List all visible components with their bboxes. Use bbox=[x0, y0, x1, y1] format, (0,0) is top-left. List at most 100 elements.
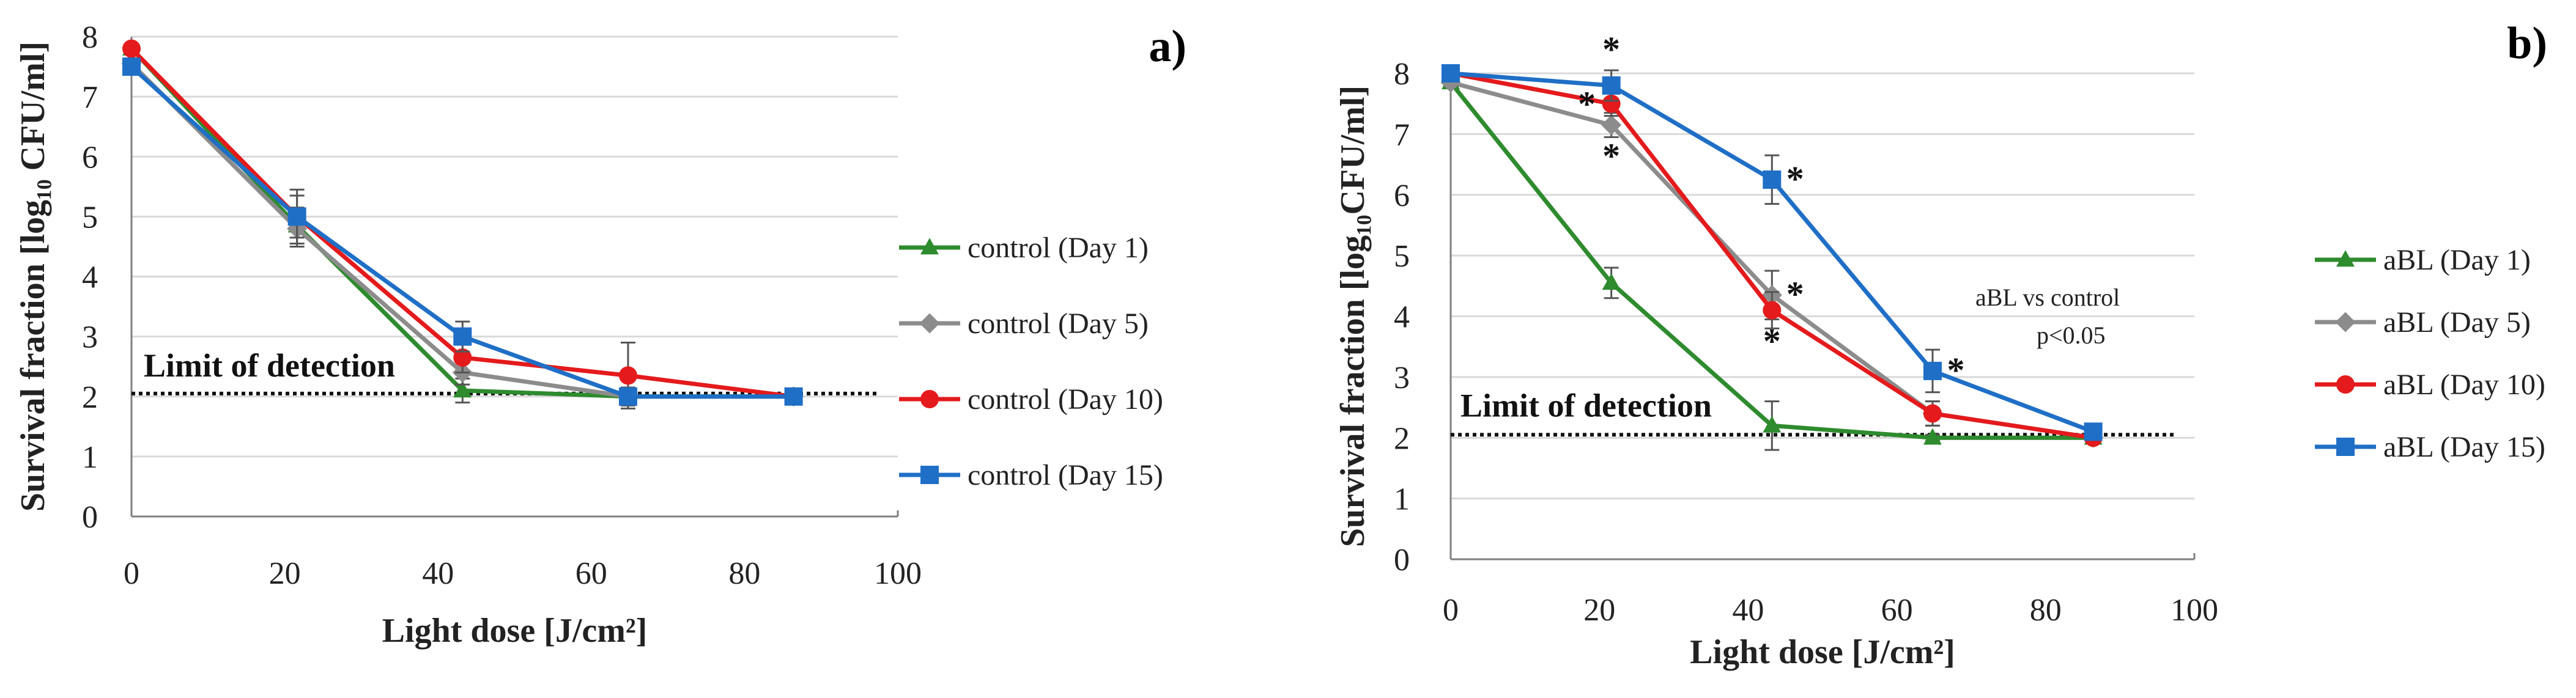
data-point bbox=[1602, 94, 1621, 113]
y-tick-label: 7 bbox=[82, 80, 98, 115]
panel-label-b: b) bbox=[2507, 18, 2547, 68]
y-tick-label: 3 bbox=[82, 320, 98, 355]
legend-label: aBL (Day 5) bbox=[2383, 306, 2531, 339]
axes-b bbox=[1449, 73, 2196, 560]
y-axis-title-a: Survival fraction [log₁₀ CFU/ml] bbox=[14, 42, 52, 512]
y-tick-label: 3 bbox=[1394, 361, 1410, 395]
gridlines-a bbox=[131, 35, 898, 458]
x-tick-label: 20 bbox=[1583, 593, 1615, 628]
data-point bbox=[1923, 404, 1942, 423]
legend-item: aBL (Day 15) bbox=[2315, 431, 2545, 463]
significance-star: * bbox=[1763, 321, 1781, 361]
data-point bbox=[453, 327, 472, 346]
legend-item: control (Day 1) bbox=[899, 232, 1149, 264]
significance-star: * bbox=[1602, 29, 1620, 69]
data-point bbox=[2084, 422, 2103, 441]
axes-a bbox=[130, 37, 899, 518]
data-point bbox=[618, 387, 637, 406]
x-tick-labels-b: 0 20 40 60 80 100 bbox=[1443, 593, 2218, 628]
series-line bbox=[1450, 80, 2094, 440]
detection-limit-label-a: Limit of detection bbox=[144, 347, 395, 384]
data-point bbox=[1763, 301, 1782, 320]
y-tick-label: 4 bbox=[1394, 300, 1410, 335]
data-point bbox=[1923, 361, 1942, 380]
legend-item: control (Day 15) bbox=[899, 459, 1163, 491]
significance-star: * bbox=[1602, 136, 1620, 175]
chart-panel-a: 0 1 2 3 4 5 6 7 8 0 20 40 60 80 100 Limit of detectio… bbox=[14, 20, 1186, 650]
series-line bbox=[1449, 81, 2093, 440]
legend-a: control (Day 1) control (Day 5) control (D… bbox=[899, 232, 1163, 491]
legend-marker bbox=[2336, 250, 2355, 267]
chart-panel-b: 0 1 2 3 4 5 6 7 8 0 20 40 60 80 100 Limit of detectio… bbox=[1334, 18, 2547, 671]
significance-star: * bbox=[1578, 84, 1596, 124]
legend-marker bbox=[2336, 438, 2355, 456]
data-point bbox=[1763, 416, 1782, 433]
legend-label: control (Day 15) bbox=[968, 459, 1163, 491]
x-tick-label: 100 bbox=[874, 556, 922, 591]
series-group-b bbox=[1440, 64, 2104, 451]
y-axis-title-b: Survival fraction [log₁₀CFU/ml] bbox=[1334, 86, 1372, 547]
series-group-a bbox=[121, 39, 804, 410]
legend-item: control (Day 10) bbox=[899, 383, 1163, 416]
legend-b: aBL (Day 1) aBL (Day 5) aBL (Day 10) aBL (D… bbox=[2315, 244, 2545, 463]
significance-star: * bbox=[1947, 350, 1964, 390]
data-point bbox=[453, 348, 472, 367]
y-tick-label: 5 bbox=[1394, 239, 1410, 274]
y-tick-labels-b: 0 1 2 3 4 5 6 7 8 bbox=[1394, 57, 1410, 578]
x-tick-label: 40 bbox=[1732, 593, 1764, 628]
x-tick-label: 100 bbox=[2171, 593, 2218, 628]
series-day15 bbox=[122, 57, 803, 406]
y-tick-label: 5 bbox=[82, 200, 98, 235]
y-tick-label: 2 bbox=[1394, 421, 1410, 456]
y-tick-label: 0 bbox=[1394, 543, 1410, 578]
data-point bbox=[122, 57, 141, 76]
legend-item: control (Day 5) bbox=[899, 307, 1149, 340]
y-tick-label: 1 bbox=[1394, 482, 1410, 517]
data-point bbox=[1602, 76, 1621, 95]
panel-label-a: a) bbox=[1149, 21, 1186, 72]
x-tick-label: 60 bbox=[1881, 593, 1913, 628]
y-tick-label: 2 bbox=[82, 380, 98, 415]
y-tick-label: 8 bbox=[82, 20, 98, 55]
data-point bbox=[453, 381, 472, 398]
y-tick-labels-a: 0 1 2 3 4 5 6 7 8 bbox=[82, 20, 98, 535]
significance-markers-b: ******* bbox=[1578, 29, 1964, 390]
legend-marker bbox=[2335, 312, 2356, 332]
x-tick-labels-a: 0 20 40 60 80 100 bbox=[124, 556, 922, 591]
significance-star: * bbox=[1786, 159, 1804, 199]
y-tick-label: 6 bbox=[1394, 178, 1410, 213]
legend-label: control (Day 10) bbox=[968, 383, 1163, 416]
legend-label: control (Day 5) bbox=[968, 307, 1149, 340]
legend-item: aBL (Day 10) bbox=[2315, 369, 2545, 401]
legend-label: aBL (Day 10) bbox=[2383, 369, 2545, 401]
legend-label: aBL (Day 1) bbox=[2383, 244, 2531, 276]
x-tick-label: 40 bbox=[422, 556, 454, 591]
data-point bbox=[1763, 170, 1782, 189]
detection-limit-label-b: Limit of detection bbox=[1460, 387, 1712, 424]
legend-label: aBL (Day 15) bbox=[2383, 431, 2545, 463]
significance-star: * bbox=[1786, 274, 1804, 314]
x-tick-label: 80 bbox=[728, 556, 760, 591]
x-tick-label: 20 bbox=[269, 556, 301, 591]
y-tick-label: 8 bbox=[1394, 57, 1410, 92]
x-axis-title-a: Light dose [J/cm²] bbox=[382, 612, 648, 650]
annotation-line-2-b: p<0.05 bbox=[2037, 321, 2106, 349]
x-tick-label: 80 bbox=[2030, 593, 2062, 628]
y-tick-label: 7 bbox=[1394, 117, 1410, 152]
legend-label: control (Day 1) bbox=[968, 232, 1149, 264]
annotation-line-1-b: aBL vs control bbox=[1975, 284, 2120, 311]
y-tick-label: 1 bbox=[82, 440, 98, 475]
data-point bbox=[122, 39, 141, 58]
data-point bbox=[1602, 273, 1621, 290]
legend-marker bbox=[920, 390, 939, 408]
data-point bbox=[784, 387, 803, 406]
legend-marker bbox=[919, 313, 940, 334]
x-axis-title-b: Light dose [J/cm²] bbox=[1690, 633, 1955, 671]
x-tick-label: 60 bbox=[576, 556, 607, 591]
legend-item: aBL (Day 5) bbox=[2315, 306, 2531, 339]
legend-item: aBL (Day 1) bbox=[2315, 244, 2531, 276]
y-tick-label: 4 bbox=[82, 260, 98, 295]
legend-marker bbox=[920, 238, 939, 255]
data-point bbox=[618, 366, 637, 385]
